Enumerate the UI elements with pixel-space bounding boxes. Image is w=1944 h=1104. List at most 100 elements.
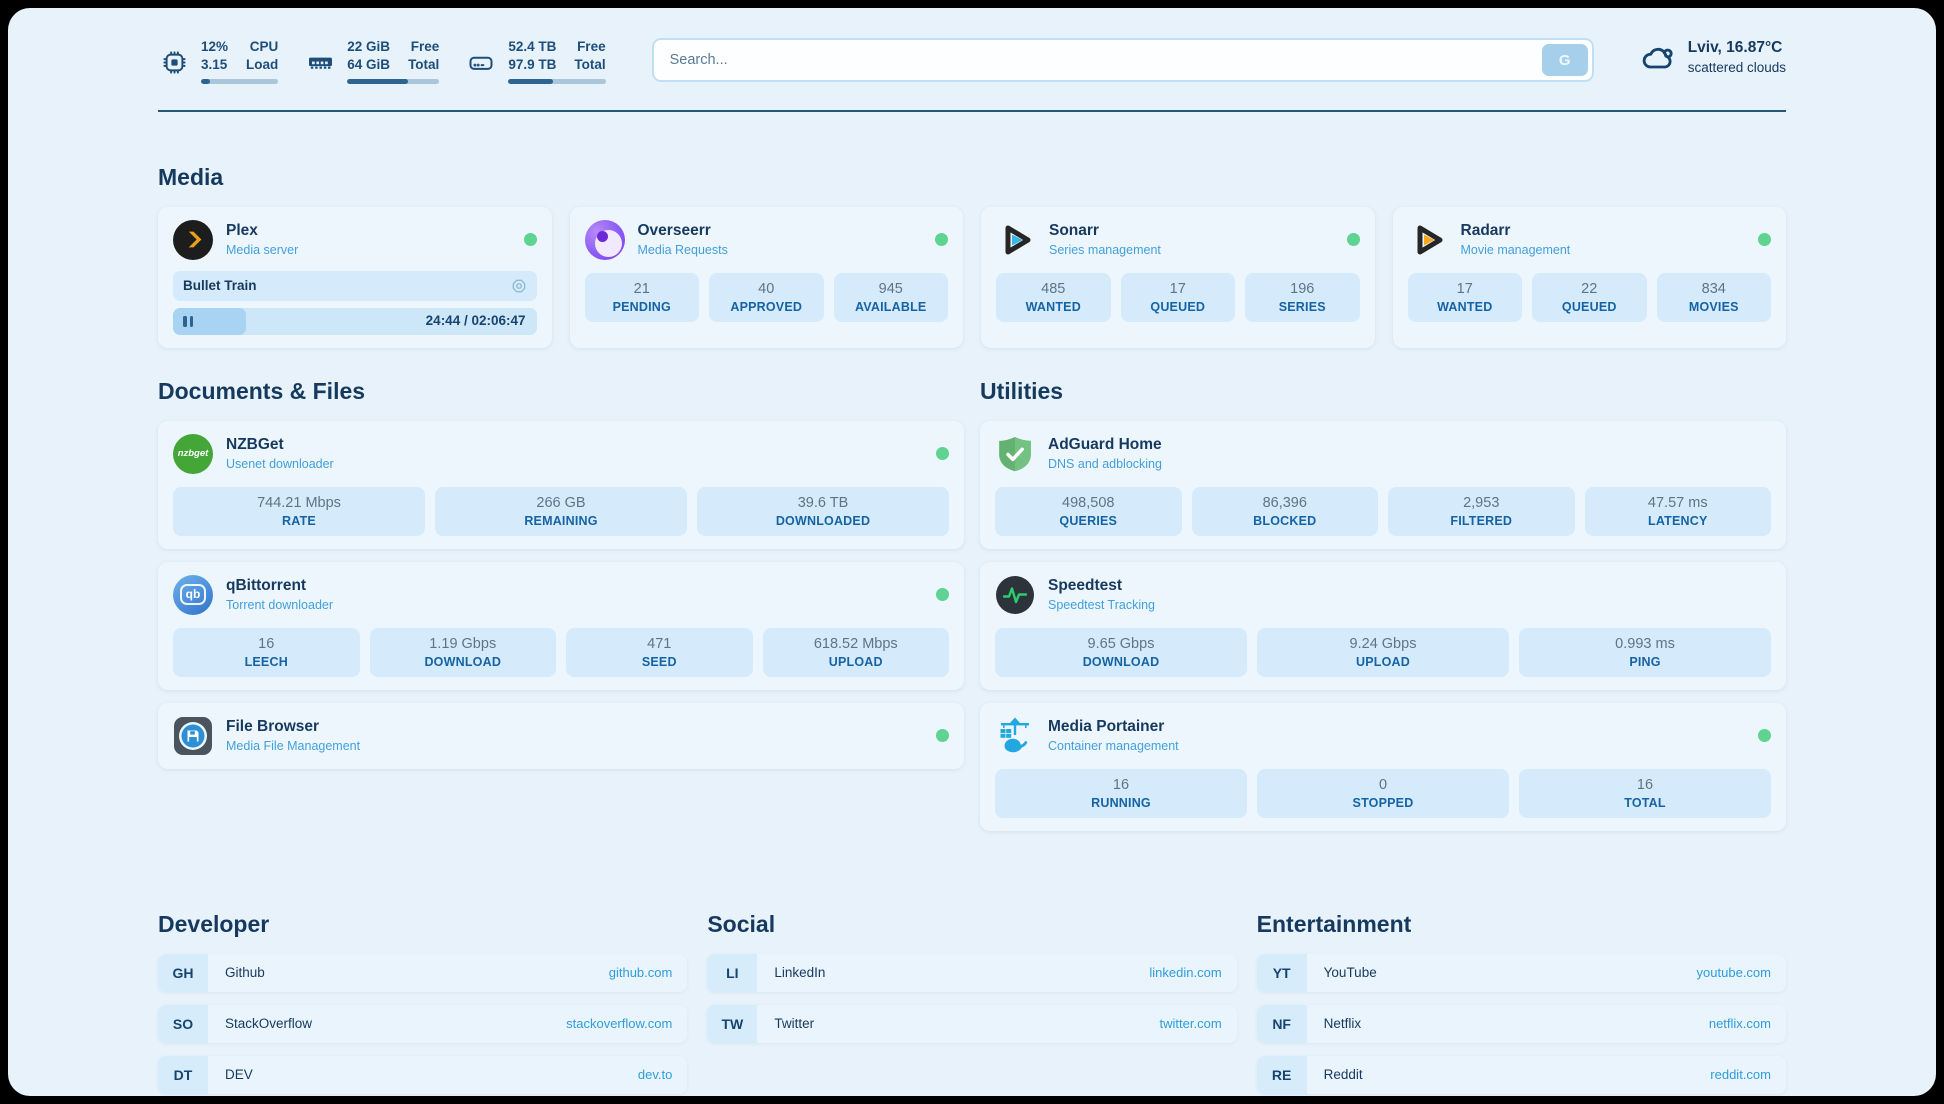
service-title: Sonarr — [1049, 222, 1099, 240]
section-title-documents: Documents & Files — [158, 377, 366, 404]
stat-movies: 834 MOVIES — [1656, 272, 1771, 322]
status-dot — [1758, 729, 1771, 743]
status-dot — [523, 233, 537, 247]
bookmark-name: Twitter — [774, 1016, 815, 1032]
stat-available: 945 AVAILABLE — [833, 272, 948, 322]
status-dot — [935, 233, 948, 247]
stat-upload: 618.52 Mbps UPLOAD — [762, 627, 949, 677]
disk-labels: Free Total — [574, 39, 606, 72]
search-bar: G — [651, 38, 1594, 82]
bookmark-url: reddit.com — [1710, 1067, 1771, 1083]
stat-series: 196 SERIES — [1245, 272, 1360, 322]
bookmark-youtube[interactable]: YT YouTube youtube.com — [1256, 953, 1786, 992]
bookmark-url: dev.to — [637, 1067, 673, 1083]
service-title: Overseerr — [637, 222, 711, 240]
section-title-media: Media — [158, 163, 224, 190]
plex-now-playing: Bullet Train 24:44 / 02:06:47 — [173, 270, 537, 335]
stat-pending: 21 PENDING — [584, 272, 699, 322]
service-card-qbittorrent[interactable]: qb qBittorrent Torrent downloader 16 LEE… — [158, 561, 964, 690]
service-subtitle: Movie management — [1460, 243, 1571, 258]
section-title-social: Social — [707, 910, 776, 937]
section-documents: Documents & Files nzbget NZBGet Usenet d… — [158, 378, 964, 769]
stat-blocked: 86,396 BLOCKED — [1191, 486, 1378, 536]
bookmark-abbr: DT — [158, 1055, 208, 1094]
cpu-icon — [158, 38, 190, 84]
stat-rate: 744.21 Mbps RATE — [173, 486, 425, 536]
bookmark-abbr: LI — [707, 953, 758, 992]
stat-download: 1.19 Gbps DOWNLOAD — [369, 627, 556, 677]
service-title: AdGuard Home — [1048, 436, 1162, 454]
ram-labels: Free Total — [408, 39, 440, 72]
service-title: Plex — [226, 222, 258, 240]
bookmark-abbr: YT — [1256, 953, 1307, 992]
service-title: Radarr — [1460, 222, 1511, 240]
stat-remaining: 266 GB REMAINING — [435, 486, 687, 536]
stat-queued: 22 QUEUED — [1532, 272, 1647, 322]
stat-stopped: 0 STOPPED — [1257, 768, 1509, 818]
bookmark-name: LinkedIn — [774, 965, 826, 981]
overseerr-icon — [584, 219, 625, 260]
bookmark-abbr: SO — [158, 1004, 208, 1043]
status-dot — [1346, 233, 1360, 247]
service-subtitle: Media Requests — [637, 243, 728, 258]
service-title: File Browser — [226, 718, 320, 736]
service-card-radarr[interactable]: Radarr Movie management 17 WANTED 22 QUE… — [1392, 206, 1786, 348]
status-dot — [936, 447, 949, 461]
bookmark-dev[interactable]: DT DEV dev.to — [158, 1055, 688, 1094]
service-card-plex[interactable]: Plex Media server Bullet Train — [158, 206, 552, 348]
status-dot — [1758, 233, 1771, 247]
stat-filtered: 2,953 FILTERED — [1388, 486, 1575, 536]
cloud-icon — [1640, 40, 1676, 76]
bookmark-url: netflix.com — [1708, 1016, 1771, 1032]
service-subtitle: Torrent downloader — [226, 598, 334, 613]
bookmark-name: Github — [225, 965, 265, 981]
stat-seed: 471 SEED — [566, 627, 753, 677]
section-media: Media Plex Media server — [158, 164, 1786, 348]
bookmark-name: Netflix — [1323, 1016, 1362, 1032]
pause-icon — [183, 315, 193, 327]
section-title-utilities: Utilities — [980, 377, 1064, 404]
status-dot — [936, 729, 949, 743]
service-card-filebrowser[interactable]: File Browser Media File Management — [158, 702, 964, 769]
service-title: Media Portainer — [1048, 718, 1165, 736]
bookmark-abbr: NF — [1256, 1004, 1307, 1043]
bookmark-linkedin[interactable]: LI LinkedIn linkedin.com — [707, 953, 1237, 992]
service-card-portainer[interactable]: Media Portainer Container management 16 … — [980, 702, 1786, 831]
bookmark-name: YouTube — [1323, 965, 1377, 981]
top-bar: 12% 3.15 CPU Load — [158, 38, 1786, 84]
bookmark-abbr: TW — [707, 1004, 758, 1043]
bookmark-twitter[interactable]: TW Twitter twitter.com — [707, 1004, 1237, 1043]
search-engine-button[interactable]: G — [1541, 44, 1588, 76]
search-input[interactable] — [653, 52, 1542, 68]
adguard-icon — [995, 434, 1035, 474]
bookmark-name: DEV — [225, 1067, 253, 1083]
service-subtitle: DNS and adblocking — [1048, 457, 1162, 472]
radarr-icon — [1408, 220, 1448, 260]
bookmark-netflix[interactable]: NF Netflix netflix.com — [1256, 1004, 1786, 1043]
bookmark-url: github.com — [608, 965, 673, 981]
cpu-values: 12% 3.15 — [201, 39, 229, 72]
bookmark-abbr: RE — [1256, 1055, 1307, 1094]
service-title: qBittorrent — [226, 577, 307, 595]
bookmark-name: Reddit — [1323, 1067, 1363, 1083]
bookmark-reddit[interactable]: RE Reddit reddit.com — [1256, 1055, 1786, 1094]
service-subtitle: Media File Management — [226, 739, 361, 754]
weather-widget[interactable]: Lviv, 16.87°C scattered clouds — [1640, 38, 1786, 77]
stat-queued: 17 QUEUED — [1120, 272, 1235, 322]
stat-latency: 47.57 ms LATENCY — [1584, 486, 1771, 536]
bookmark-stackoverflow[interactable]: SO StackOverflow stackoverflow.com — [158, 1004, 688, 1043]
filebrowser-icon — [173, 716, 213, 756]
speedtest-icon — [995, 575, 1035, 615]
section-title-developer: Developer — [158, 910, 270, 937]
cpu-labels: CPU Load — [246, 39, 279, 72]
stat-download: 9.65 Gbps DOWNLOAD — [995, 627, 1247, 677]
bookmark-github[interactable]: GH Github github.com — [158, 953, 688, 992]
service-card-overseerr[interactable]: Overseerr Media Requests 21 PENDING 40 A… — [569, 206, 963, 348]
service-card-speedtest[interactable]: Speedtest Speedtest Tracking 9.65 Gbps D… — [980, 561, 1786, 690]
service-card-sonarr[interactable]: Sonarr Series management 485 WANTED 17 Q… — [981, 206, 1375, 348]
bookmark-url: twitter.com — [1159, 1016, 1222, 1032]
service-card-adguard[interactable]: AdGuard Home DNS and adblocking 498,508 … — [980, 420, 1786, 549]
nzbget-icon: nzbget — [173, 433, 213, 474]
service-title: NZBGet — [226, 436, 284, 454]
service-card-nzbget[interactable]: nzbget NZBGet Usenet downloader 744.21 M… — [158, 420, 964, 549]
